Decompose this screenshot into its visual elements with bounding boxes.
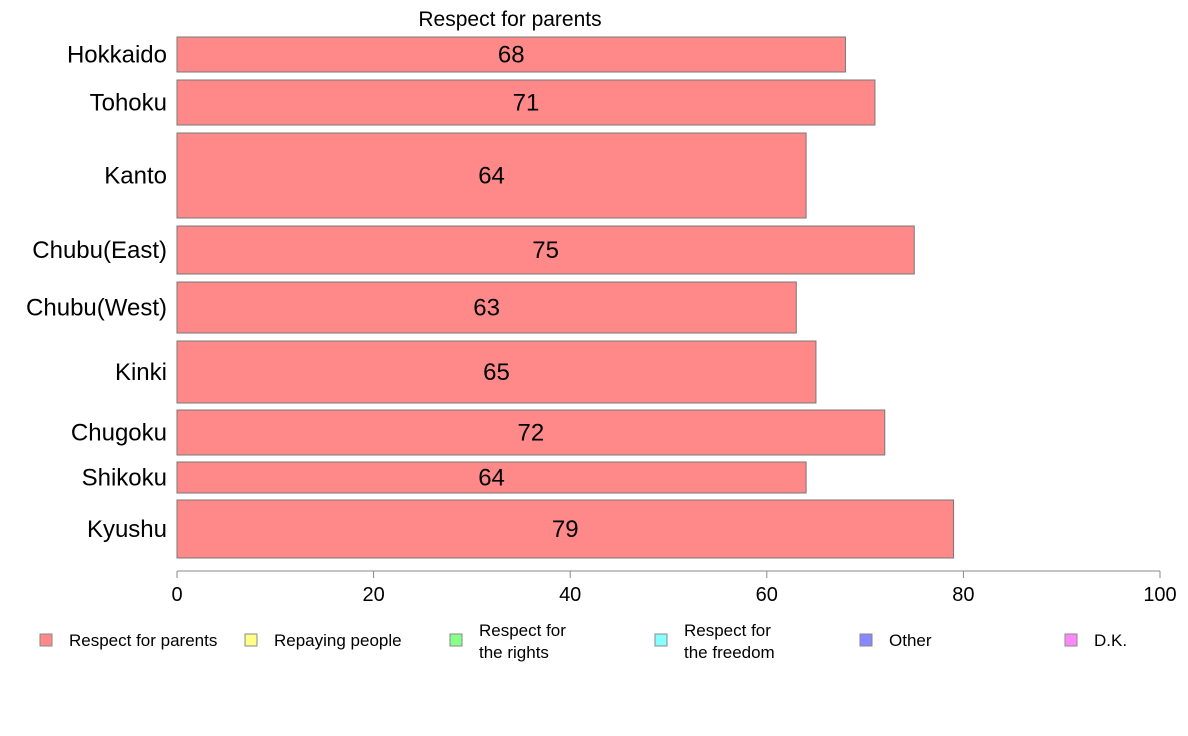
legend-swatch <box>39 633 53 647</box>
bars-group: Hokkaido 68 Tohoku 71 Kanto 64 Chubu(East) 75 Ch… <box>26 36 955 559</box>
category-label: Chubu(West) <box>26 295 167 322</box>
legend-swatch <box>859 633 873 647</box>
category-label: Kanto <box>104 163 167 190</box>
legend-label: D.K. <box>1094 631 1127 650</box>
bar-value-label: 71 <box>513 90 540 117</box>
bar <box>176 132 807 219</box>
category-label: Chubu(East) <box>32 237 167 264</box>
x-tick-label: 80 <box>952 584 974 606</box>
category-label: Kyushu <box>87 516 167 543</box>
legend-label: Respect for the freedom <box>684 621 775 662</box>
x-tick-label: 60 <box>756 584 778 606</box>
bar <box>176 409 886 456</box>
legend-label: Respect for parents <box>69 631 217 650</box>
bar <box>176 225 915 275</box>
bar <box>176 281 797 334</box>
bar <box>176 461 807 494</box>
category-label: Chugoku <box>71 420 167 447</box>
category-label: Kinki <box>115 359 167 386</box>
bar-value-label: 75 <box>532 237 559 264</box>
legend-label: Other <box>889 631 932 650</box>
bar <box>176 36 846 73</box>
chart-title: Respect for parents <box>418 8 601 31</box>
category-label: Shikoku <box>82 465 167 492</box>
x-tick-label: 40 <box>559 584 581 606</box>
bar-value-label: 68 <box>498 42 525 69</box>
category-label: Tohoku <box>90 90 167 117</box>
bar-value-label: 72 <box>518 420 545 447</box>
bar-value-label: 79 <box>552 516 579 543</box>
x-tick-label: 0 <box>171 584 182 606</box>
bar-value-label: 64 <box>478 163 505 190</box>
legend-swatch <box>449 633 463 647</box>
x-tick-label: 20 <box>362 584 384 606</box>
legend-swatch <box>654 633 668 647</box>
bar-value-label: 64 <box>478 465 505 492</box>
legend: Respect for parents Repaying people Respec… <box>39 621 1127 662</box>
x-axis: 0 20 40 60 80 100 <box>171 570 1177 606</box>
bar <box>176 79 876 126</box>
legend-swatch <box>244 633 258 647</box>
x-tick-label: 100 <box>1143 584 1176 606</box>
legend-label: Repaying people <box>274 631 402 650</box>
legend-swatch <box>1064 633 1078 647</box>
legend-label: Respect for the rights <box>479 621 566 662</box>
bar-value-label: 63 <box>473 295 500 322</box>
bar <box>176 340 817 404</box>
category-label: Hokkaido <box>67 42 167 69</box>
bar-value-label: 65 <box>483 359 510 386</box>
bar <box>176 499 955 559</box>
